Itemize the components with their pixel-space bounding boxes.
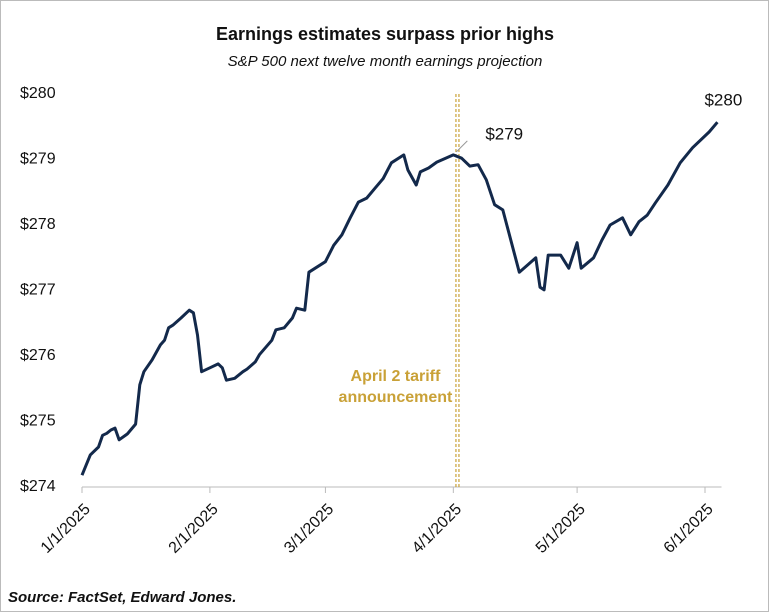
y-tick-label: $275: [20, 413, 56, 430]
y-tick-label: $274: [20, 478, 56, 495]
point-label: $280: [704, 91, 742, 110]
y-tick-label: $280: [20, 85, 56, 102]
y-tick-label: $276: [20, 347, 56, 364]
event-label: announcement: [339, 389, 453, 406]
chart-title: Earnings estimates surpass prior highs: [216, 24, 554, 44]
point-label: $279: [485, 124, 523, 143]
y-tick-label: $278: [20, 216, 56, 233]
leader-line: [455, 140, 468, 153]
y-tick-label: $277: [20, 282, 56, 299]
series-line: [80, 121, 719, 476]
source: Source: FactSet, Edward Jones.: [8, 589, 236, 606]
y-tick-label: $279: [20, 151, 56, 168]
event-label: April 2 tariff: [351, 368, 441, 385]
chart-subtitle: S&P 500 next twelve month earnings proje…: [228, 53, 543, 70]
